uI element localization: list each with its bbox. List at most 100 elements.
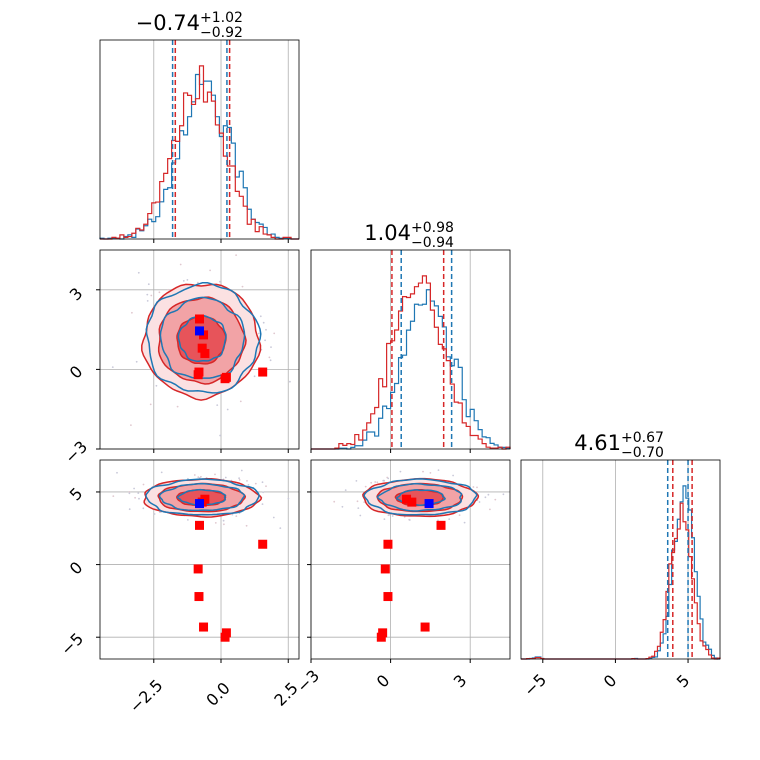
x-ticks-p2: −5 0 5 (520, 670, 693, 700)
sample-point (142, 507, 145, 510)
sample-point (253, 375, 256, 378)
marker-blue (195, 326, 204, 336)
marker-red (199, 622, 209, 632)
contour-line-blue (363, 478, 478, 516)
sample-point (138, 497, 140, 500)
sample-point (116, 471, 118, 474)
marker-red (402, 494, 412, 504)
sample-point (494, 498, 497, 501)
sample-point (176, 405, 179, 408)
sample-point (111, 366, 114, 368)
sample-point (333, 500, 336, 503)
sample-point (272, 516, 275, 519)
sample-point (383, 518, 386, 520)
sample-point (147, 283, 150, 286)
sample-point (231, 513, 234, 516)
sample-point (247, 484, 250, 486)
marker-red (200, 494, 210, 504)
sample-point (197, 476, 200, 479)
sample-point (179, 263, 182, 266)
ytick-p1-2: 3 (66, 284, 87, 305)
sample-point (391, 515, 394, 517)
sample-point (224, 476, 227, 479)
title-median-p0: −0.74 (136, 11, 200, 35)
sample-point (356, 500, 359, 503)
contour-line-blue (376, 482, 463, 512)
title-minus-p2: −0.70 (621, 445, 664, 461)
sample-point (254, 482, 257, 485)
sample-point (130, 424, 132, 426)
ytick-p2-2: 5 (66, 484, 87, 505)
sample-point (214, 473, 216, 476)
sample-point (429, 472, 432, 474)
contour-line-blue (177, 314, 227, 362)
xtick-p1-1: 0 (373, 671, 394, 692)
sample-point (142, 483, 145, 486)
marker-red (193, 564, 203, 574)
contour-line-blue (158, 482, 246, 512)
contour-line-blue (176, 488, 227, 506)
marker-red (383, 592, 393, 602)
sample-point (155, 384, 158, 387)
xtick-p1-2: 3 (450, 671, 471, 692)
sample-point (128, 491, 131, 493)
sample-point (355, 480, 358, 482)
sample-point (153, 513, 156, 515)
marker-red (194, 367, 204, 377)
marker-red (258, 539, 268, 549)
sample-point (135, 360, 138, 363)
sample-point (226, 408, 229, 411)
marker-blue (424, 499, 434, 509)
sample-point (200, 475, 202, 478)
sample-point (341, 505, 344, 508)
sample-point (146, 300, 149, 302)
marker-red (194, 592, 204, 602)
sample-point (357, 507, 360, 509)
sample-point (478, 501, 481, 503)
sample-point (262, 321, 265, 324)
sample-point (273, 332, 276, 335)
sample-point (137, 271, 140, 274)
marker-red (383, 539, 393, 549)
contour-fill-red (177, 315, 226, 364)
sample-point (264, 339, 266, 342)
histogram-red-p0 (100, 65, 299, 240)
sample-point (279, 527, 282, 529)
sample-point (222, 519, 225, 522)
title-median-p1: 1.04 (364, 221, 411, 245)
ytick-p2-0: −5 (57, 629, 87, 659)
sample-point (128, 492, 131, 495)
sample-point (261, 481, 264, 484)
frame-layer (96, 39, 721, 663)
sample-point (502, 493, 505, 496)
sample-point (186, 279, 189, 281)
sample-point (374, 481, 377, 483)
marker-red (195, 520, 204, 530)
sample-point (259, 315, 262, 318)
sample-point (197, 281, 199, 284)
sample-point (463, 521, 466, 524)
sample-point (437, 469, 440, 471)
sample-point (359, 514, 362, 517)
sample-point (182, 280, 185, 282)
sample-point (484, 496, 487, 499)
ytick-p1-0: −3 (61, 437, 91, 467)
marker-red (220, 632, 230, 642)
sample-point (214, 522, 217, 524)
sample-point (258, 332, 260, 335)
panel-title-p1: 1.04 +0.98 −0.94 (364, 220, 454, 251)
sample-point (265, 328, 267, 331)
panel-frame (99, 39, 300, 240)
sample-point (160, 471, 163, 474)
marker-red (200, 348, 210, 358)
sample-point (193, 474, 196, 476)
histogram-red-p1 (311, 275, 511, 450)
sample-point (246, 480, 248, 482)
histogram-blue-p0 (99, 73, 299, 240)
sample-point (437, 519, 439, 522)
panel-frame (99, 249, 300, 450)
title-minus-p1: −0.94 (411, 235, 454, 251)
panel-frame (520, 459, 721, 660)
sample-point (387, 477, 390, 480)
